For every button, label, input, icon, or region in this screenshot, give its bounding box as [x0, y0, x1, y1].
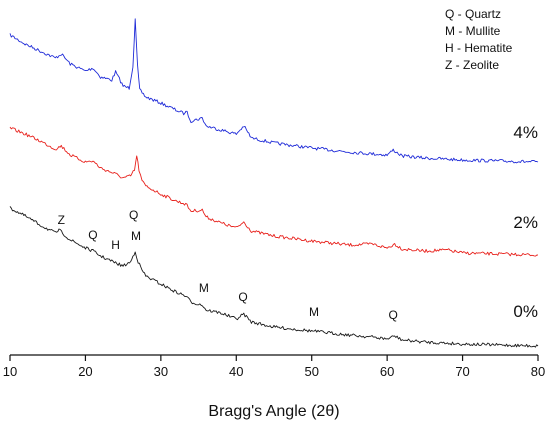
- x-tick-label: 50: [304, 364, 318, 379]
- series-label: 2%: [513, 213, 538, 232]
- x-tick-label: 70: [455, 364, 469, 379]
- x-tick-label: 60: [380, 364, 394, 379]
- x-tick-label: 10: [3, 364, 17, 379]
- peak-label: Z: [58, 213, 65, 227]
- peak-label: Q: [129, 208, 138, 222]
- series-line-1: [9, 126, 539, 257]
- x-tick-label: 20: [78, 364, 92, 379]
- series-labels: 4% 2% 0%: [513, 123, 538, 321]
- legend-entry: H - Hematite: [445, 41, 513, 55]
- peak-label: Q: [88, 228, 97, 242]
- peak-label: Q: [389, 308, 398, 322]
- series-label: 4%: [513, 123, 538, 142]
- x-tick-label: 40: [229, 364, 243, 379]
- x-tick-label: 80: [531, 364, 545, 379]
- x-tick-label: 30: [154, 364, 168, 379]
- legend: Q - Quartz M - Mullite H - Hematite Z - Zeo…: [445, 7, 513, 72]
- series-line-2: [9, 206, 539, 348]
- peak-label: M: [309, 305, 319, 319]
- peak-label: M: [199, 281, 209, 295]
- peak-label: M: [131, 229, 141, 243]
- series-label: 0%: [513, 302, 538, 321]
- legend-entry: M - Mullite: [445, 24, 501, 38]
- series-line-0: [9, 18, 539, 164]
- legend-entry: Q - Quartz: [445, 7, 501, 21]
- peak-label: Q: [238, 290, 247, 304]
- legend-entry: Z - Zeolite: [445, 58, 499, 72]
- series-layer: [9, 18, 539, 348]
- x-axis-title: Bragg's Angle (2θ): [208, 403, 339, 420]
- peak-label: H: [111, 238, 120, 252]
- x-axis-ticks: 10 20 30 40 50 60 70 80: [3, 355, 545, 379]
